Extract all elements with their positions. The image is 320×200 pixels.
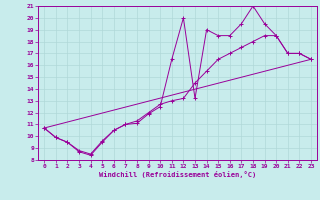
X-axis label: Windchill (Refroidissement éolien,°C): Windchill (Refroidissement éolien,°C) (99, 171, 256, 178)
